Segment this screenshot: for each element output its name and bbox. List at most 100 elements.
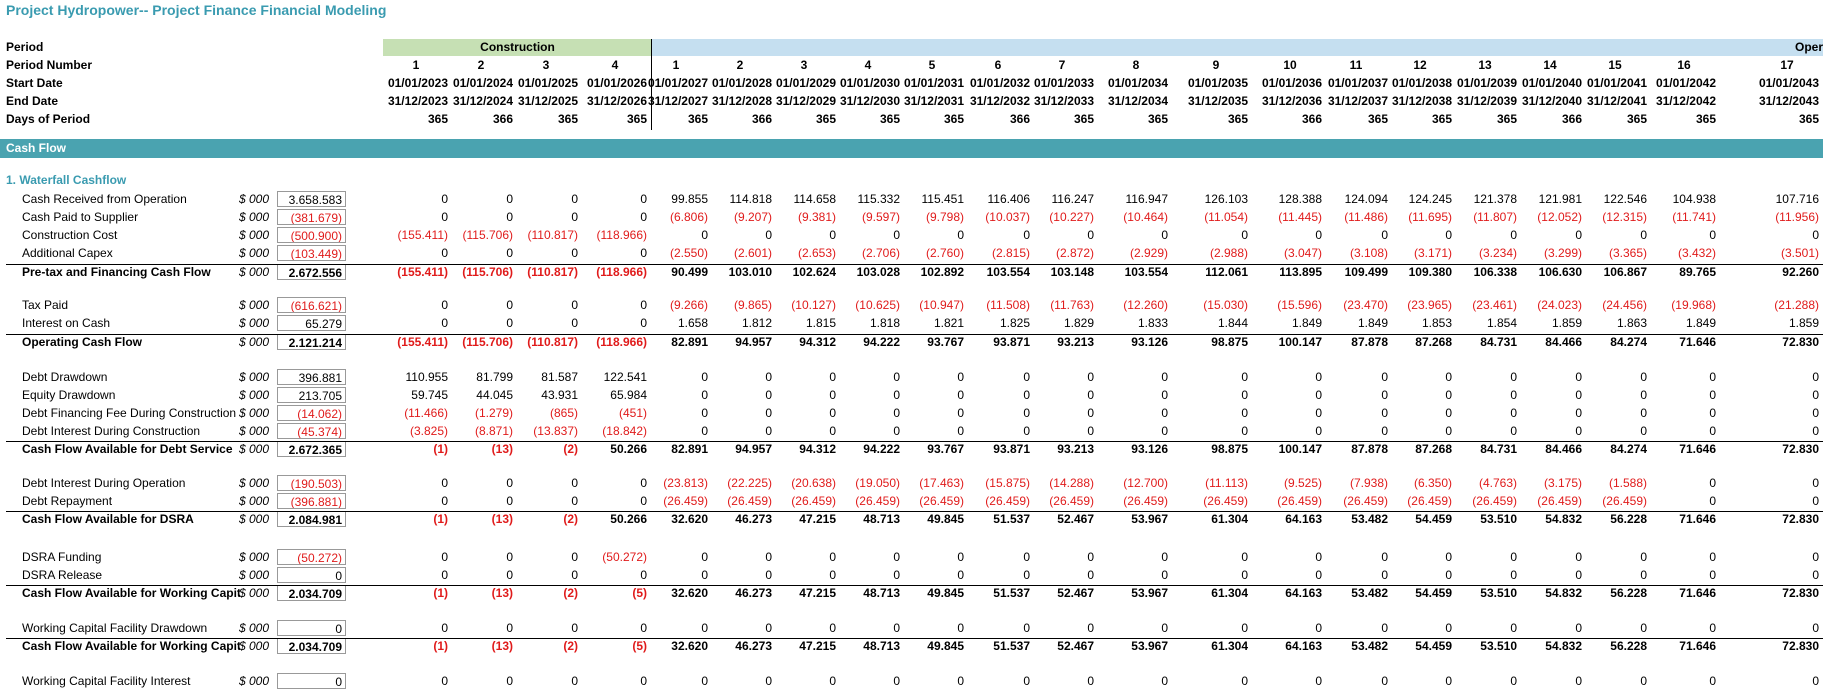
value-cell[interactable]: 0: [1087, 424, 1094, 438]
value-cell[interactable]: 0: [1510, 621, 1517, 635]
total-cell[interactable]: (14.062): [277, 405, 346, 421]
value-cell[interactable]: 0: [1575, 228, 1582, 242]
value-cell[interactable]: 0: [893, 424, 900, 438]
value-cell[interactable]: 0: [441, 316, 448, 330]
value-cell[interactable]: 0: [1709, 388, 1716, 402]
value-cell[interactable]: 1.844: [1217, 316, 1248, 330]
value-cell[interactable]: (26.459): [1537, 494, 1582, 508]
value-cell[interactable]: (17.463): [919, 476, 964, 490]
value-cell[interactable]: 0: [506, 210, 513, 224]
value-cell[interactable]: (26.459): [791, 494, 836, 508]
value-cell[interactable]: (110.817): [527, 265, 578, 279]
value-cell[interactable]: 0: [1640, 370, 1647, 384]
value-cell[interactable]: 0: [1812, 228, 1819, 242]
value-cell[interactable]: 0: [1315, 550, 1322, 564]
value-cell[interactable]: 0: [701, 370, 708, 384]
value-cell[interactable]: 0: [829, 550, 836, 564]
value-cell[interactable]: (110.817): [527, 228, 578, 242]
value-cell[interactable]: 0: [1023, 424, 1030, 438]
value-cell[interactable]: 0: [1087, 621, 1094, 635]
value-cell[interactable]: 0: [1709, 674, 1716, 688]
value-cell[interactable]: (10.127): [791, 298, 836, 312]
value-cell[interactable]: 106.338: [1473, 265, 1517, 279]
value-cell[interactable]: 0: [701, 388, 708, 402]
value-cell[interactable]: (11.741): [1672, 210, 1716, 224]
value-cell[interactable]: (110.817): [527, 335, 578, 349]
value-cell[interactable]: 0: [957, 621, 964, 635]
value-cell[interactable]: 44.045: [476, 388, 513, 402]
value-cell[interactable]: 0: [1315, 370, 1322, 384]
value-cell[interactable]: 0: [893, 228, 900, 242]
value-cell[interactable]: 52.467: [1057, 586, 1094, 600]
value-cell[interactable]: 0: [1812, 674, 1819, 688]
value-cell[interactable]: (9.207): [733, 210, 772, 224]
value-cell[interactable]: 116.947: [1125, 192, 1169, 206]
value-cell[interactable]: 84.466: [1545, 442, 1582, 456]
value-cell[interactable]: 98.875: [1211, 442, 1248, 456]
value-cell[interactable]: 82.891: [671, 442, 708, 456]
value-cell[interactable]: (6.806): [669, 210, 708, 224]
total-cell[interactable]: (45.374): [277, 423, 346, 439]
value-cell[interactable]: 0: [1381, 406, 1388, 420]
value-cell[interactable]: 109.499: [1344, 265, 1388, 279]
value-cell[interactable]: 94.222: [863, 442, 900, 456]
value-cell[interactable]: 0: [571, 550, 578, 564]
value-cell[interactable]: 0: [1161, 424, 1168, 438]
value-cell[interactable]: 0: [571, 568, 578, 582]
value-cell[interactable]: (1): [433, 442, 448, 456]
value-cell[interactable]: (3.047): [1283, 246, 1322, 260]
value-cell[interactable]: 71.646: [1679, 586, 1716, 600]
value-cell[interactable]: 0: [1575, 550, 1582, 564]
value-cell[interactable]: (1): [433, 512, 448, 526]
value-cell[interactable]: 0: [1087, 370, 1094, 384]
value-cell[interactable]: 1.818: [869, 316, 900, 330]
value-cell[interactable]: (118.966): [596, 228, 647, 242]
value-cell[interactable]: 71.646: [1679, 639, 1716, 653]
value-cell[interactable]: 0: [1812, 621, 1819, 635]
value-cell[interactable]: 93.126: [1131, 442, 1168, 456]
value-cell[interactable]: 0: [829, 406, 836, 420]
value-cell[interactable]: 0: [506, 494, 513, 508]
value-cell[interactable]: (451): [618, 406, 647, 420]
value-cell[interactable]: 0: [1575, 388, 1582, 402]
value-cell[interactable]: 0: [957, 568, 964, 582]
value-cell[interactable]: (10.227): [1049, 210, 1094, 224]
value-cell[interactable]: 0: [1812, 406, 1819, 420]
value-cell[interactable]: 0: [571, 674, 578, 688]
value-cell[interactable]: 1.849: [1357, 316, 1388, 330]
value-cell[interactable]: 0: [1023, 550, 1030, 564]
value-cell[interactable]: (11.054): [1204, 210, 1248, 224]
value-cell[interactable]: 93.871: [993, 442, 1030, 456]
value-cell[interactable]: 106.630: [1538, 265, 1582, 279]
value-cell[interactable]: 0: [1575, 424, 1582, 438]
value-cell[interactable]: 114.658: [793, 192, 837, 206]
total-cell[interactable]: 213.705: [277, 387, 346, 403]
value-cell[interactable]: (22.225): [727, 476, 772, 490]
value-cell[interactable]: (11.445): [1278, 210, 1322, 224]
value-cell[interactable]: (9.798): [925, 210, 964, 224]
value-cell[interactable]: 0: [1241, 370, 1248, 384]
value-cell[interactable]: 0: [1445, 568, 1452, 582]
value-cell[interactable]: 93.767: [927, 442, 964, 456]
value-cell[interactable]: 54.832: [1545, 586, 1582, 600]
value-cell[interactable]: 46.273: [735, 512, 772, 526]
value-cell[interactable]: 53.482: [1351, 512, 1388, 526]
value-cell[interactable]: (155.411): [397, 335, 448, 349]
value-cell[interactable]: 0: [893, 550, 900, 564]
value-cell[interactable]: 0: [1445, 424, 1452, 438]
value-cell[interactable]: 0: [640, 674, 647, 688]
value-cell[interactable]: 0: [1161, 388, 1168, 402]
value-cell[interactable]: (2.760): [925, 246, 964, 260]
value-cell[interactable]: (26.459): [1049, 494, 1094, 508]
value-cell[interactable]: 0: [1315, 406, 1322, 420]
value-cell[interactable]: 0: [1709, 621, 1716, 635]
value-cell[interactable]: 0: [1381, 370, 1388, 384]
value-cell[interactable]: 0: [1709, 406, 1716, 420]
value-cell[interactable]: (18.842): [602, 424, 647, 438]
value-cell[interactable]: (6.350): [1413, 476, 1452, 490]
value-cell[interactable]: (155.411): [397, 228, 448, 242]
value-cell[interactable]: 107.716: [1775, 192, 1819, 206]
value-cell[interactable]: 1.658: [677, 316, 708, 330]
value-cell[interactable]: 0: [1640, 674, 1647, 688]
value-cell[interactable]: 0: [1640, 550, 1647, 564]
